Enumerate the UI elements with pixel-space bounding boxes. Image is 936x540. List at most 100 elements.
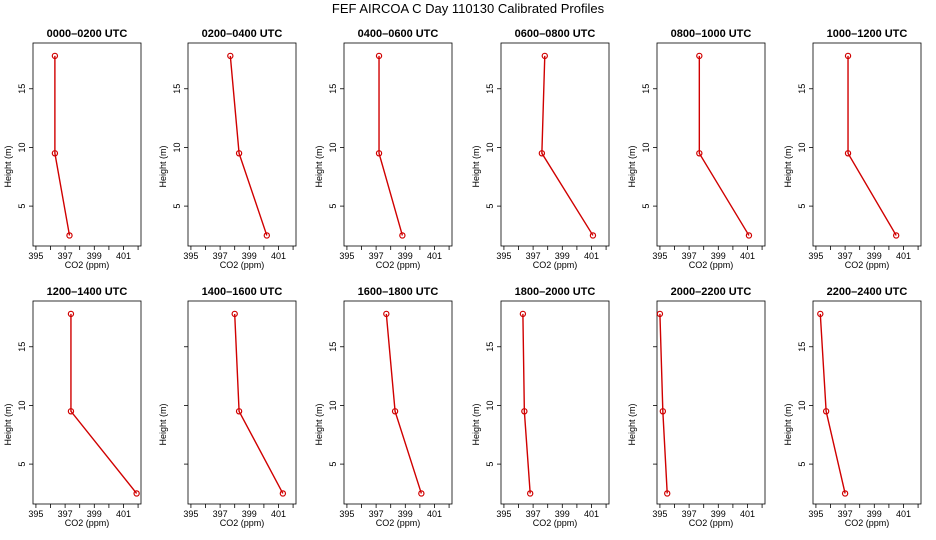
y-tick-label: 5 [485,204,495,209]
profile-line [541,55,594,236]
data-point [817,310,824,318]
data-point [696,150,703,157]
data-point [589,232,597,239]
y-tick-label: 15 [485,84,495,94]
x-tick-label: 399 [555,509,570,519]
x-tick-label: 401 [271,509,286,519]
profile-panel-6: 1000–1200 UTC 395 397 399 401 5 10 15 CO2 (ppm) H… [783,28,922,270]
x-tick-label: 395 [808,509,823,519]
y-tick-label: 5 [485,462,495,467]
x-tick-label: 399 [242,509,257,519]
data-point [656,310,664,318]
profile-panel-9: 1600–1800 UTC 395 397 399 401 5 10 15 CO2 (ppm) H… [314,286,453,528]
profile-panel-1: 0000–0200 UTC 395 397 399 401 5 10 15 CO2 (ppm) H… [3,28,142,270]
y-axis-label: Height (m) [3,403,13,445]
y-tick-label: 10 [797,400,807,410]
y-tick-label: 5 [797,462,807,467]
x-axis-label: CO2 (ppm) [845,260,890,270]
profile-line [70,313,138,494]
x-axis-label: CO2 (ppm) [533,518,578,528]
profile-line [54,55,71,236]
y-axis-label: Height (m) [471,145,481,187]
y-axis-label: Height (m) [627,145,637,187]
x-tick-label: 399 [398,509,413,519]
profile-panel-2: 0200–0400 UTC 395 397 399 401 5 10 15 CO2 (ppm) H… [158,28,297,270]
data-point [391,408,399,415]
x-tick-label: 401 [271,251,286,261]
plot-frame [32,42,142,247]
x-tick-label: 395 [808,251,823,261]
data-point [538,150,546,157]
plot-frame [500,42,610,247]
x-axis-label: CO2 (ppm) [689,260,734,270]
y-axis-label: Height (m) [158,145,168,187]
panel-title: 1400–1600 UTC [202,286,283,298]
x-tick-label: 397 [682,251,697,261]
profile-line [229,55,268,236]
x-tick-label: 399 [711,509,726,519]
x-tick-label: 401 [740,251,755,261]
profile-line [522,313,531,494]
x-tick-label: 399 [87,251,102,261]
panel-title: 0800–1000 UTC [671,28,752,40]
y-tick-label: 15 [17,84,27,94]
y-tick-label: 5 [641,204,651,209]
data-point [696,52,703,60]
y-tick-label: 15 [328,84,338,94]
plot-frame [187,42,297,247]
plot-frame [187,300,297,505]
x-axis-label: CO2 (ppm) [376,260,421,270]
y-tick-label: 15 [17,342,27,352]
data-point [235,408,243,415]
x-tick-label: 395 [652,251,667,261]
x-tick-label: 395 [339,251,354,261]
data-point [235,150,243,157]
y-tick-label: 5 [328,462,338,467]
data-point [822,408,830,415]
x-tick-label: 397 [213,251,228,261]
data-point [521,408,528,415]
profile-line [819,313,846,494]
data-point [399,232,406,239]
y-tick-label: 5 [328,204,338,209]
x-tick-label: 401 [116,509,131,519]
y-tick-label: 10 [485,142,495,152]
y-tick-label: 15 [172,84,182,94]
x-tick-label: 399 [711,251,726,261]
data-point [67,310,75,318]
x-tick-label: 395 [652,509,667,519]
y-axis-label: Height (m) [158,403,168,445]
panel-title: 1000–1200 UTC [827,28,908,40]
y-axis-label: Height (m) [314,403,324,445]
x-tick-label: 395 [496,509,511,519]
panel-title: 0000–0200 UTC [47,28,128,40]
x-tick-label: 399 [867,509,882,519]
panel-title: 0200–0400 UTC [202,28,283,40]
y-tick-label: 10 [328,400,338,410]
data-point [133,490,140,497]
x-axis-label: CO2 (ppm) [65,518,110,528]
x-axis-label: CO2 (ppm) [220,518,265,528]
y-axis-label: Height (m) [314,145,324,187]
x-tick-label: 397 [526,251,541,261]
panel-title: 2000–2200 UTC [671,286,752,298]
x-tick-label: 399 [867,251,882,261]
x-tick-label: 397 [58,509,73,519]
x-tick-label: 401 [896,509,911,519]
y-tick-label: 15 [797,84,807,94]
x-axis-label: CO2 (ppm) [533,260,578,270]
y-tick-label: 10 [328,142,338,152]
data-point [659,408,667,415]
data-point [66,232,73,239]
y-tick-label: 10 [17,142,27,152]
data-point [418,490,425,497]
x-tick-label: 401 [427,251,442,261]
page-title: FEF AIRCOA C Day 110130 Calibrated Profi… [331,1,605,16]
data-point [51,150,59,157]
x-tick-label: 401 [740,509,755,519]
x-tick-label: 395 [496,251,511,261]
x-tick-label: 397 [526,509,541,519]
data-point [892,232,900,239]
panel-title: 2200–2400 UTC [827,286,908,298]
profile-line [847,55,897,236]
